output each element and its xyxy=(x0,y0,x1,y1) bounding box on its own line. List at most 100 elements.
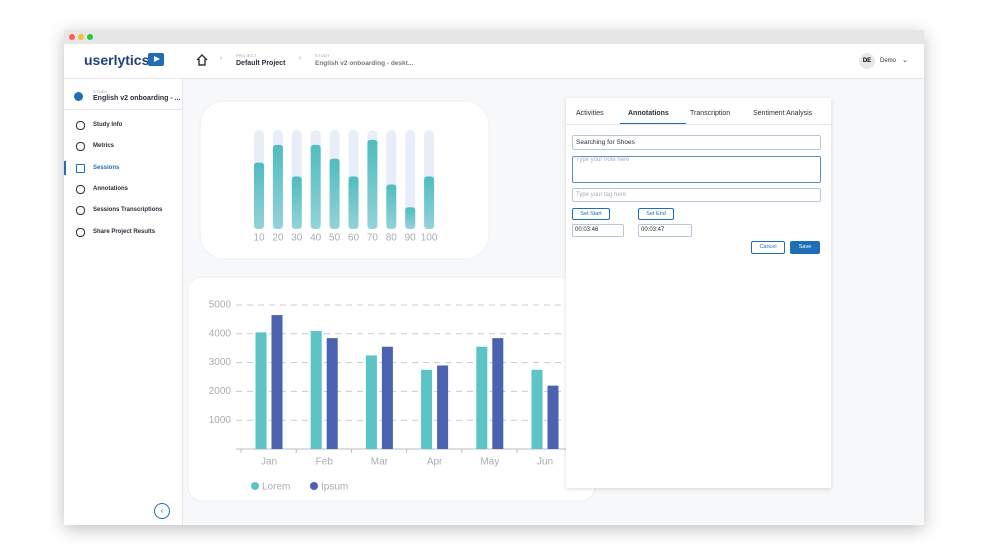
breadcrumb-sep: › xyxy=(299,55,302,62)
y-tick-label: 1000 xyxy=(209,415,232,426)
note-input[interactable]: Type your note here xyxy=(572,156,821,183)
x-tick-label: Mar xyxy=(371,457,389,468)
project-name[interactable]: Default Project xyxy=(236,60,286,67)
collapse-button[interactable]: ‹ xyxy=(154,503,170,519)
sidebar-item[interactable]: Sessions xyxy=(64,158,182,178)
sidebar-icon xyxy=(76,184,85,194)
legend-swatch xyxy=(310,482,318,490)
bar xyxy=(348,176,359,229)
bar xyxy=(255,332,267,449)
cancel-button[interactable]: Cancel xyxy=(751,241,785,254)
legend-label: Lorem xyxy=(262,482,290,493)
end-time[interactable]: 00:03:47 xyxy=(638,224,692,237)
study-check xyxy=(74,92,83,101)
sidebar-item[interactable]: Sessions Transcriptions xyxy=(64,200,182,220)
x-tick-label: Apr xyxy=(427,457,443,468)
sidebar-item[interactable]: Share Project Results xyxy=(64,222,182,242)
sidebar-study[interactable]: English v2 onboarding - ... xyxy=(93,95,181,102)
y-tick-label: 5000 xyxy=(209,300,232,311)
x-tick-label: 80 xyxy=(386,233,398,244)
sidebar-icon xyxy=(76,163,85,173)
x-tick-label: Jan xyxy=(261,457,277,468)
x-tick-label: 10 xyxy=(253,233,265,244)
tab[interactable]: Annotations xyxy=(628,110,669,117)
x-tick-label: 20 xyxy=(272,233,284,244)
bar xyxy=(531,369,543,449)
x-tick-label: 100 xyxy=(421,233,438,244)
bar xyxy=(437,365,449,449)
bar xyxy=(476,346,488,449)
title-input[interactable]: Searching for Shoes xyxy=(572,135,821,150)
start-time[interactable]: 00:03:46 xyxy=(572,224,624,237)
y-tick-label: 4000 xyxy=(209,328,232,339)
x-tick-label: 90 xyxy=(405,233,417,244)
legend-swatch xyxy=(251,482,259,490)
y-tick-label: 3000 xyxy=(209,357,232,368)
legend-label: Ipsum xyxy=(321,482,348,493)
avatar[interactable]: DE xyxy=(859,53,875,69)
tab-divider xyxy=(566,124,831,125)
tab[interactable]: Activities xyxy=(576,110,604,117)
sidebar-item[interactable]: Metrics xyxy=(64,136,182,156)
x-tick-label: 70 xyxy=(367,233,379,244)
sidebar-icon xyxy=(76,121,85,130)
x-tick-label: Feb xyxy=(316,457,334,468)
bar xyxy=(271,315,283,449)
sidebar-item[interactable]: Study Info xyxy=(64,115,182,135)
sidebar-label: Metrics xyxy=(93,143,115,150)
close-dot[interactable] xyxy=(69,34,75,40)
bar xyxy=(405,207,416,229)
bar xyxy=(310,330,322,449)
active-indicator xyxy=(64,160,66,175)
user-name[interactable]: Demo xyxy=(880,58,897,64)
tab-underline xyxy=(620,123,686,124)
title-bar xyxy=(64,30,924,44)
bar xyxy=(492,338,504,449)
set-end-button[interactable]: Set End xyxy=(638,208,674,220)
chart-card xyxy=(199,100,490,260)
bar xyxy=(272,144,283,229)
set-start-button[interactable]: Set Start xyxy=(572,208,610,220)
bar xyxy=(421,369,433,449)
tab[interactable]: Sentiment Analysis xyxy=(753,110,813,117)
x-tick-label: 40 xyxy=(310,233,322,244)
bar xyxy=(365,355,377,449)
sidebar-study-label: STUDY xyxy=(93,89,109,94)
y-tick-label: 2000 xyxy=(209,386,232,397)
x-tick-label: 50 xyxy=(329,233,341,244)
bar xyxy=(291,176,302,229)
sidebar-label: Share Project Results xyxy=(93,228,156,235)
sidebar-icon xyxy=(76,206,85,216)
sidebar-label: Sessions xyxy=(93,164,120,171)
bar xyxy=(547,385,559,449)
sidebar-icon xyxy=(76,227,85,237)
tab[interactable]: Transcription xyxy=(690,110,731,117)
bar-track xyxy=(405,130,416,229)
bar xyxy=(367,139,378,229)
home-icon[interactable] xyxy=(196,54,208,66)
bar xyxy=(310,144,321,229)
bar xyxy=(381,346,393,449)
x-tick-label: 30 xyxy=(291,233,303,244)
breadcrumb-sep: › xyxy=(220,55,223,62)
x-tick-label: Jun xyxy=(537,457,553,468)
sidebar-label: Study Info xyxy=(93,122,123,128)
sidebar-item[interactable]: Annotations xyxy=(64,179,182,199)
sidebar-icon xyxy=(76,142,85,152)
tag-input[interactable]: Type your tag here xyxy=(572,188,821,202)
study-name[interactable]: English v2 onboarding - deskt... xyxy=(315,60,414,67)
header: userlytics › PROJECT Default Project › S… xyxy=(64,44,924,79)
logo[interactable]: userlytics xyxy=(84,52,150,68)
sidebar: STUDY English v2 onboarding - ... ‹ Stud… xyxy=(64,79,183,525)
bar xyxy=(329,158,340,229)
minimize-dot[interactable] xyxy=(78,34,84,40)
zoom-dot[interactable] xyxy=(87,34,93,40)
x-tick-label: May xyxy=(480,457,499,468)
bar xyxy=(386,184,397,229)
bar xyxy=(254,162,264,229)
user-menu-caret[interactable]: ⌄ xyxy=(902,57,908,64)
save-button[interactable]: Save xyxy=(790,241,820,254)
logo-icon xyxy=(148,53,164,66)
